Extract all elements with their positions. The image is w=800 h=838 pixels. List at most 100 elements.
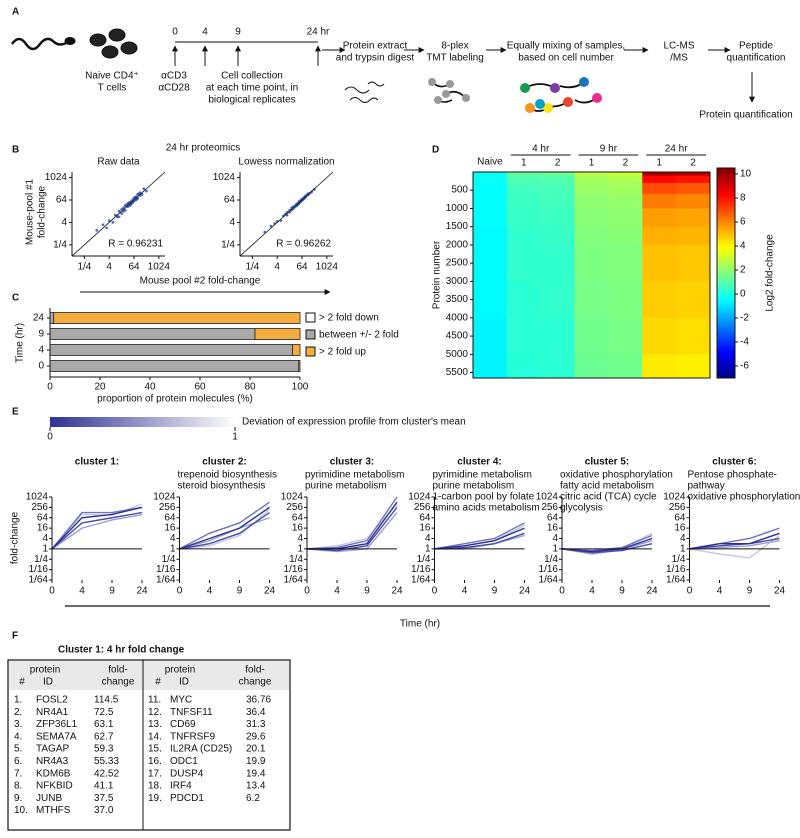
colorbar-segment [717, 234, 735, 238]
point [111, 221, 115, 224]
y-tick-label: 3000 [446, 276, 469, 287]
bar-segment [53, 312, 301, 324]
table-cell: 6. [14, 756, 22, 767]
chart-title: cluster 6: [712, 457, 756, 468]
y-tick-label: 1024 [663, 492, 686, 503]
heatmap-cell [676, 193, 711, 209]
heatmap-cell [676, 226, 711, 246]
x-tick-label: 9 [747, 586, 753, 597]
table-title: Cluster 1: 4 hr fold change [58, 645, 185, 656]
y-tick-label: 1/16 [284, 564, 304, 575]
x-tick-label: 1024 [148, 262, 171, 273]
y-tick-label: 16 [37, 523, 49, 534]
table-cell: 3. [14, 719, 22, 730]
table-cell: 9. [14, 793, 22, 804]
colorbar-segment [717, 294, 735, 298]
identity-line [71, 171, 166, 257]
colorbar-segment [717, 204, 735, 208]
x-tick-label: 0 [432, 586, 438, 597]
heatmap-cell [676, 208, 711, 228]
peptide-fragment [349, 97, 379, 103]
colorbar-segment [717, 243, 735, 247]
series-line [689, 539, 780, 550]
chart-subtitle: purine metabolism [305, 481, 387, 492]
series-line [434, 532, 525, 550]
series-line [561, 537, 653, 553]
colorbar-segment [717, 267, 735, 271]
table-cell: ODC1 [170, 756, 198, 767]
heatmap-cell [473, 172, 508, 177]
step-label: biological replicates [208, 95, 295, 106]
x-tick-label: 4 [274, 262, 280, 273]
chart-title: cluster 5: [585, 457, 629, 468]
bead [446, 80, 454, 88]
panel-label: C [12, 293, 19, 304]
y-tick-label: 64 [37, 512, 49, 523]
table-cell: 55.33 [94, 756, 119, 767]
colorbar-segment [717, 288, 735, 292]
heatmap-cell [642, 172, 677, 177]
chart-subtitle: glycolysis [560, 503, 603, 514]
table-cell: 13.4 [246, 781, 266, 792]
cell [108, 28, 126, 42]
heatmap-cell [642, 317, 677, 355]
table-cell: JUNB [36, 793, 62, 804]
peptide-fragment [344, 86, 370, 94]
colorbar-segment [717, 237, 735, 241]
heatmap-cell [506, 182, 542, 195]
y-tick-label: 1024 [281, 492, 304, 503]
series-line [689, 537, 780, 550]
y-tick-label: 1/16 [411, 564, 431, 575]
workflow-beads [428, 77, 602, 113]
x-tick-label: 24 [646, 586, 658, 597]
table-cell: 1. [14, 695, 22, 706]
series-line [306, 503, 398, 550]
colorbar-segment [717, 270, 735, 274]
chart-subtitle: oxidative phosphorylation [560, 470, 673, 481]
bead [428, 78, 436, 86]
colorbar-segment [717, 219, 735, 223]
heatmap-cell [473, 354, 508, 379]
x-tick-label: 24 [519, 586, 531, 597]
y-tick-label: 1/4 [162, 554, 176, 565]
colorbar-segment [717, 231, 735, 235]
table-cell: MTHFS [36, 805, 71, 816]
heatmap-cell [473, 244, 508, 282]
x-tick-label: 1/4 [77, 262, 91, 273]
colorbar-segment [717, 207, 735, 211]
colorbar-tick-label: 10 [740, 169, 752, 180]
step-label: and trypsin digest [336, 53, 415, 64]
colorbar-segment [717, 285, 735, 289]
peptide-fragment [367, 81, 385, 87]
table-cell: 59.3 [94, 744, 114, 755]
table-header-bg [9, 661, 289, 690]
heatmap-cell [608, 354, 643, 379]
timepoint-label: 0 [172, 27, 178, 38]
heatmap-cell [574, 281, 609, 319]
colorbar-segment [717, 195, 735, 199]
colorbar-tick-label: 1 [232, 432, 238, 443]
table-cell: NR4A3 [36, 756, 69, 767]
table-cell: 6.2 [246, 793, 260, 804]
column-label: 2 [623, 158, 629, 169]
colorbar-segment [717, 225, 735, 229]
legend-label: between +/- 2 fold [319, 330, 399, 341]
x-tick-label: 9 [492, 586, 498, 597]
y-tick-label: 4 [61, 217, 67, 228]
heatmap-cell [574, 172, 609, 177]
heatmap-cell [473, 193, 508, 209]
colorbar-segment [717, 261, 735, 265]
x-tick-label: 64 [128, 262, 140, 273]
step-label: based on cell number [518, 53, 614, 64]
x-tick-label: 0 [559, 586, 565, 597]
heatmap-cell [676, 175, 711, 184]
heatmap-cell [540, 172, 576, 177]
heatmap-cell [642, 175, 677, 184]
x-tick-label: 4 [589, 586, 595, 597]
y-tick-label: 1 [42, 543, 48, 554]
colorbar-segment [717, 363, 735, 367]
y-tick-label: 4 [297, 533, 303, 544]
y-tick-label: 1000 [446, 203, 469, 214]
legend-label: > 2 fold down [319, 313, 379, 324]
heatmap-cell [642, 193, 677, 209]
